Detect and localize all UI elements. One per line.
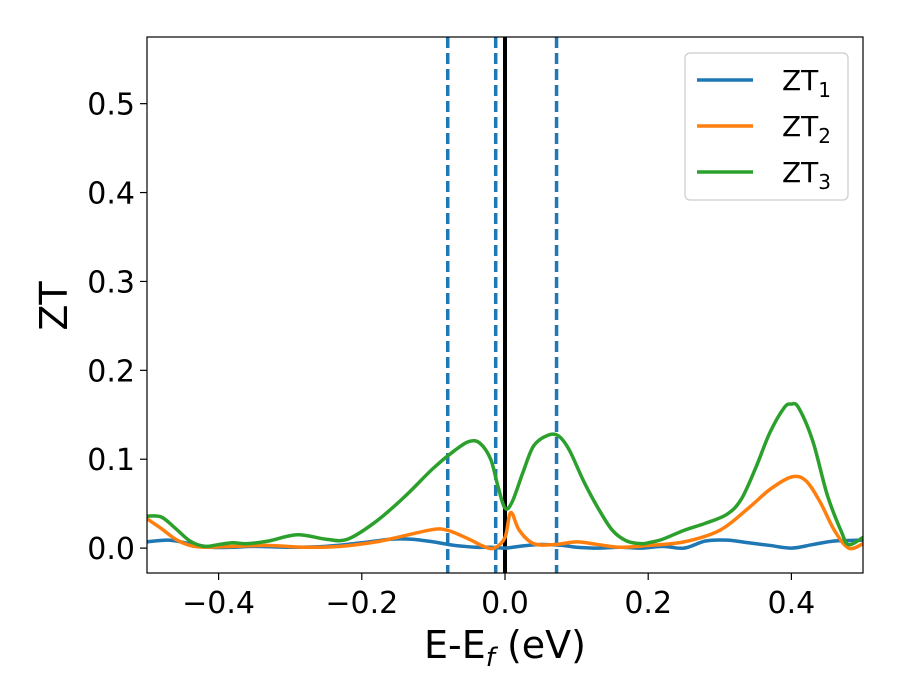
y-tick-label: 0.2 bbox=[87, 354, 135, 389]
legend-label-zt2: ZT2 bbox=[782, 110, 831, 148]
legend[interactable]: ZT1 ZT2 ZT3 bbox=[684, 52, 849, 201]
y-tick-label: 0.5 bbox=[87, 88, 135, 123]
x-axis-label: E-Ef (eV) bbox=[424, 623, 586, 673]
y-tick-label: 0.1 bbox=[87, 443, 135, 478]
y-tick-label: 0.3 bbox=[87, 265, 135, 300]
x-tick-label: 0.4 bbox=[768, 586, 816, 621]
x-tick-label: −0.2 bbox=[325, 586, 398, 621]
y-tick-label: 0.0 bbox=[87, 532, 135, 567]
y-axis-label: ZT bbox=[32, 281, 76, 331]
plot-clipped bbox=[147, 37, 863, 573]
series-line-zt2 bbox=[147, 474, 863, 551]
legend-box bbox=[684, 52, 849, 201]
x-axis-label-main: E-E bbox=[424, 623, 486, 667]
series-line-zt3 bbox=[147, 401, 863, 549]
x-tick-label: 0.2 bbox=[624, 586, 672, 621]
x-axis-label-suffix: (eV) bbox=[495, 623, 586, 667]
x-tick-label: −0.4 bbox=[182, 586, 255, 621]
axes: −0.4 −0.2 0.0 0.2 0.4 0.0 0.1 0.2 0.3 0.4 0.5 bbox=[87, 36, 864, 621]
legend-label-zt3: ZT3 bbox=[782, 156, 831, 194]
x-tick-label: 0.0 bbox=[481, 586, 529, 621]
y-tick-label: 0.4 bbox=[87, 177, 135, 212]
legend-label-zt1: ZT1 bbox=[782, 64, 831, 102]
plot-area bbox=[147, 37, 863, 573]
